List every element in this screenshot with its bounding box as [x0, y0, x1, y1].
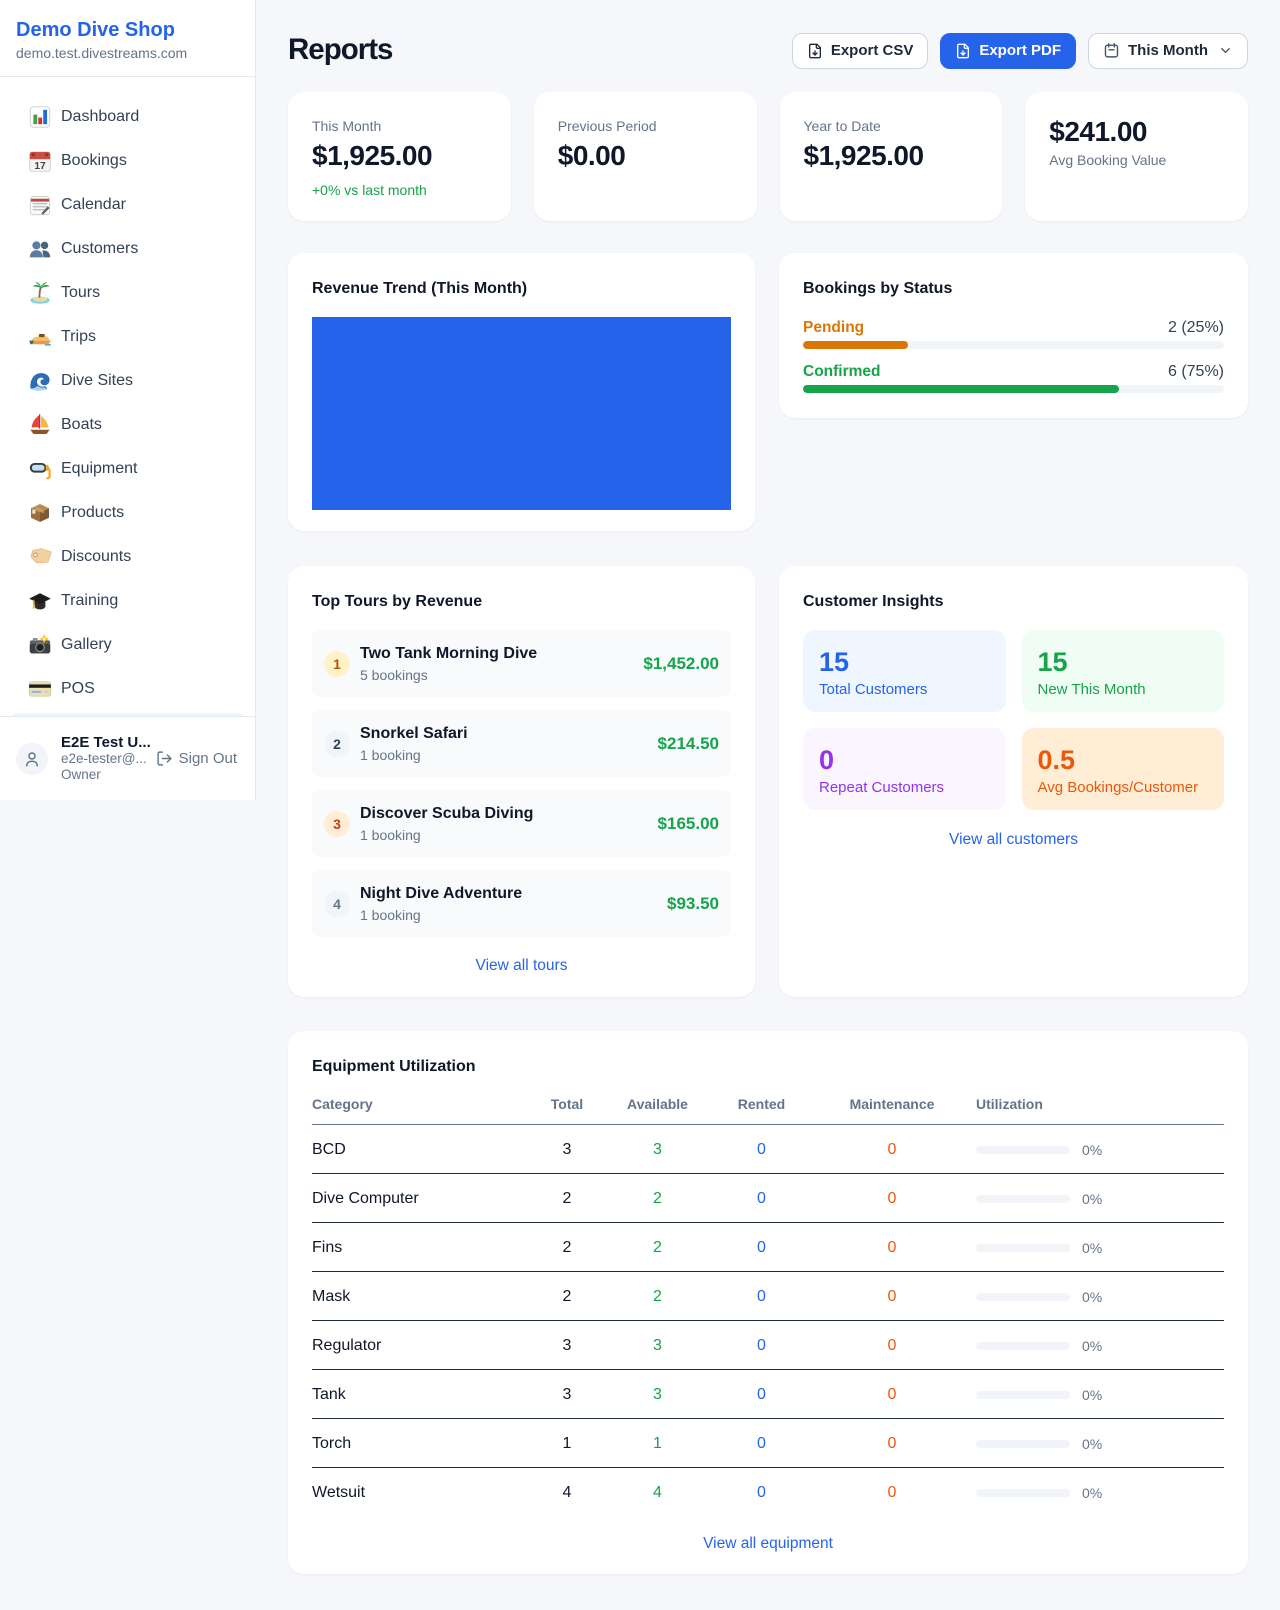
svg-text:17: 17 — [34, 161, 46, 172]
